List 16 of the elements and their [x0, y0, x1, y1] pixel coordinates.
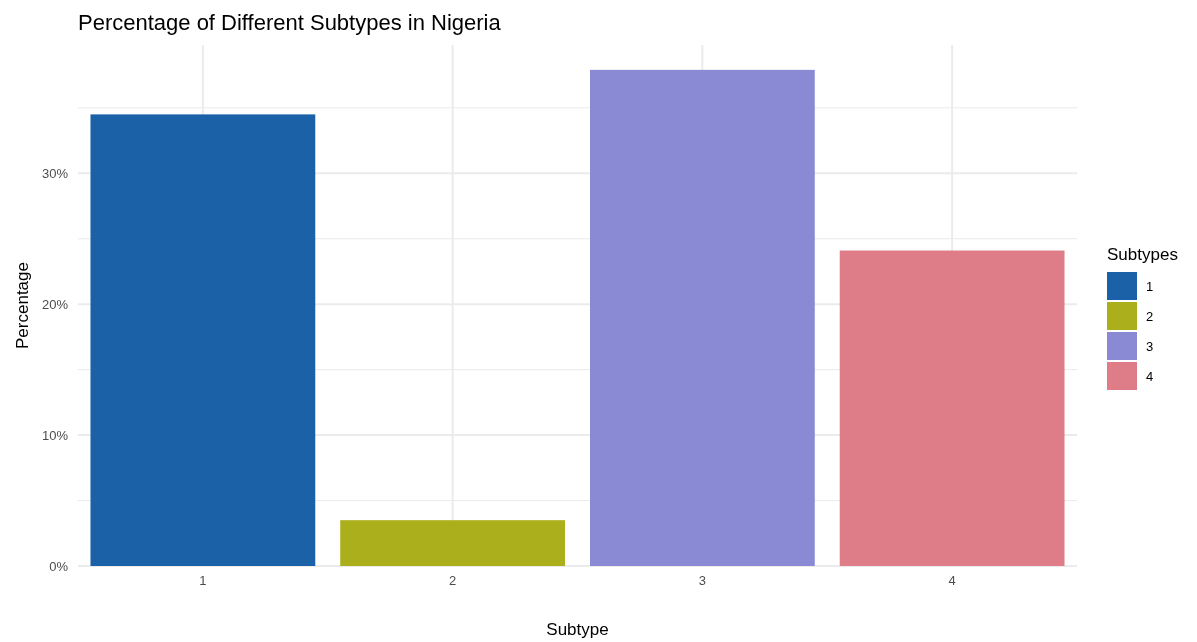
y-tick-label: 0% [49, 558, 69, 574]
y-tick-label: 10% [41, 427, 69, 443]
x-tick-label: 4 [948, 573, 956, 588]
legend-label: 1 [1146, 278, 1154, 294]
legend-title: Subtypes [1107, 245, 1178, 264]
y-axis-title: Percentage [13, 262, 32, 349]
y-tick-label: 30% [41, 165, 69, 181]
legend-label: 3 [1146, 338, 1154, 354]
x-tick-label: 3 [698, 573, 706, 588]
legend-label: 4 [1146, 368, 1154, 384]
x-tick-label: 1 [199, 573, 207, 588]
legend-label: 2 [1146, 308, 1154, 324]
chart-title: Percentage of Different Subtypes in Nigeria [78, 10, 502, 35]
x-axis-title: Subtype [546, 620, 609, 639]
x-tick-label: 2 [449, 573, 457, 588]
y-tick-label: 20% [41, 296, 69, 312]
